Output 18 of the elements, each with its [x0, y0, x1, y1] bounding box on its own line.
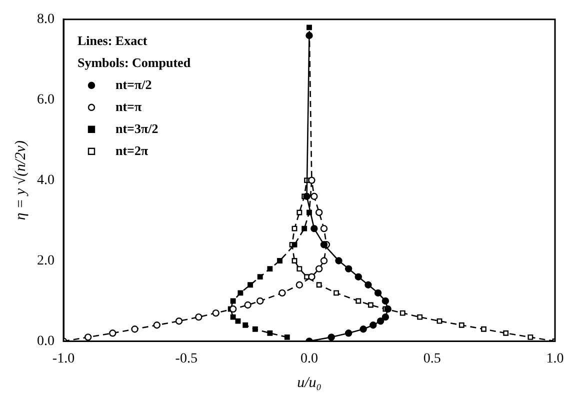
x-tick-label: 0.5 — [423, 351, 441, 366]
annotation: Lines: Exact — [78, 32, 148, 48]
legend-label: nt=2π — [116, 142, 148, 158]
y-tick-label: 0.0 — [37, 334, 54, 349]
annotation: Symbols: Computed — [78, 54, 192, 70]
legend-label: nt=π — [116, 98, 142, 114]
x-tick-label: 0.0 — [300, 351, 318, 366]
y-tick-label: 6.0 — [37, 92, 54, 108]
y-tick-label: 2.0 — [37, 253, 54, 268]
y-axis-title: η = y √(n/2ν) — [12, 140, 29, 220]
y-tick-label: 8.0 — [37, 12, 54, 28]
x-axis-title: u/u₀ — [297, 374, 322, 391]
legend-label: nt=3π/2 — [116, 120, 158, 136]
x-tick-label: -0.5 — [175, 351, 198, 366]
x-tick-label: -1.0 — [52, 351, 75, 366]
legend-label: nt=π/2 — [116, 76, 152, 92]
y-tick-label: 4.0 — [37, 172, 54, 188]
x-tick-label: 1.0 — [546, 351, 564, 366]
